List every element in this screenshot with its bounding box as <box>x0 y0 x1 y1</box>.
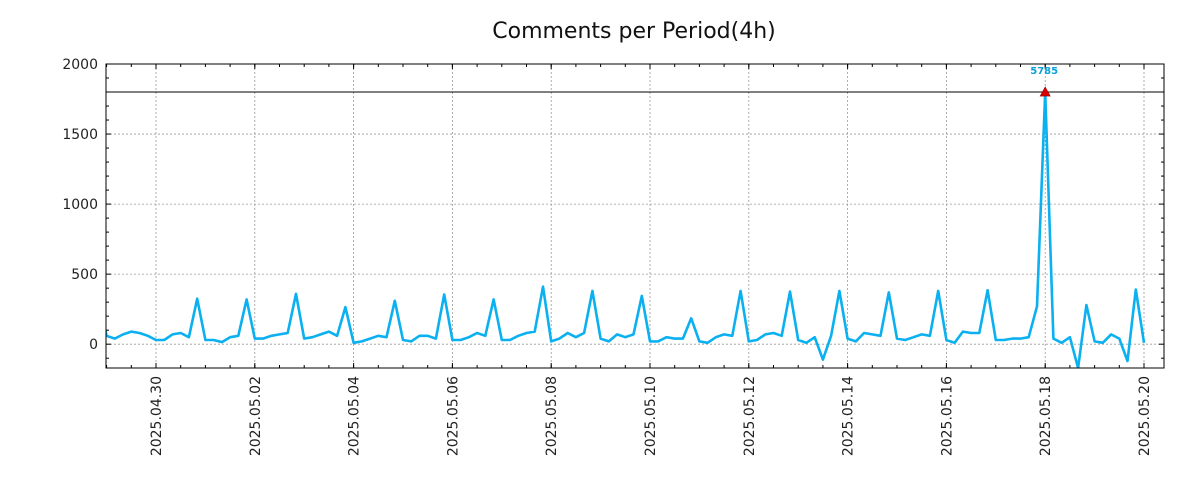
y-axis-tick-labels: 0 500 1000 1500 2000 <box>62 57 98 353</box>
x-tick-label: 2025.05.06 <box>445 376 461 456</box>
x-tick-label: 2025.04.30 <box>149 376 165 456</box>
x-tick-label: 2025.05.18 <box>1038 376 1054 456</box>
peak-marker <box>1039 86 1051 97</box>
y-tick-label: 1500 <box>62 127 98 143</box>
x-tick-label: 2025.05.02 <box>248 376 264 456</box>
y-tick-label: 1000 <box>62 197 98 213</box>
x-tick-label: 2025.05.16 <box>939 376 955 456</box>
chart-title: Comments per Period(4h) <box>492 19 776 44</box>
y-tick-label: 2000 <box>62 57 98 73</box>
x-axis-tick-labels: 2025.04.30 2025.05.02 2025.05.04 2025.05.06… <box>149 376 1153 456</box>
x-tick-label: 2025.05.08 <box>544 376 560 456</box>
x-tick-label: 2025.05.12 <box>742 376 758 456</box>
x-tick-label: 2025.05.10 <box>643 376 659 456</box>
y-tick-label: 0 <box>89 337 98 353</box>
plot-frame <box>105 63 1165 369</box>
series-line <box>106 90 1146 368</box>
peak-annotation-layer: 5785 <box>1030 66 1058 97</box>
y-tick-label: 500 <box>71 267 98 283</box>
x-tick-label: 2025.05.04 <box>347 376 363 456</box>
x-tick-label: 2025.05.14 <box>841 376 857 456</box>
series-line-layer <box>106 90 1146 368</box>
peak-label: 5785 <box>1030 66 1058 77</box>
x-tick-label: 2025.05.20 <box>1137 376 1153 456</box>
